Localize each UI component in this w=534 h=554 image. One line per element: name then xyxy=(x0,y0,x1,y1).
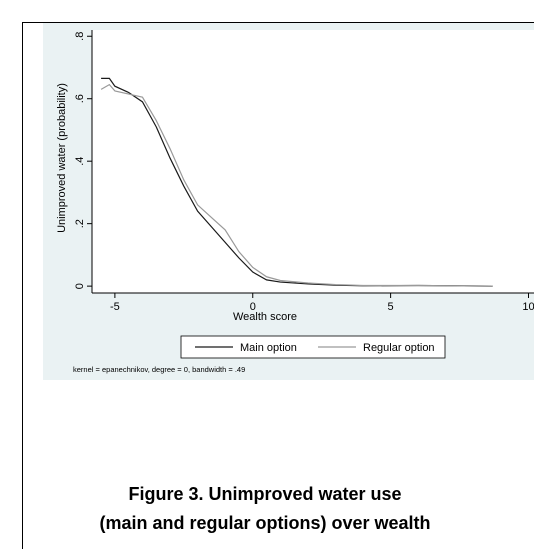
x-tick-label: 0 xyxy=(250,301,256,313)
caption: Figure 3. Unimproved water use xyxy=(128,484,401,504)
y-tick-label: .8 xyxy=(74,32,86,41)
x-tick-label: 10 xyxy=(522,301,534,313)
legend-label: Regular option xyxy=(363,342,435,354)
note: kernel = epanechnikov, degree = 0, bandw… xyxy=(73,365,245,374)
y-tick-label: 0 xyxy=(74,283,86,289)
y-tick-label: .4 xyxy=(74,157,86,166)
plot-area xyxy=(92,30,534,293)
legend-box xyxy=(180,335,446,359)
y-tick-label: .6 xyxy=(74,94,86,103)
caption: (main and regular options) over wealth xyxy=(99,513,430,533)
x-tick-label: 5 xyxy=(388,301,394,313)
x-axis-label: Wealth score xyxy=(233,311,297,323)
y-tick-label: .2 xyxy=(74,219,86,228)
series-line xyxy=(100,83,493,287)
legend-label: Main option xyxy=(240,342,297,354)
x-tick-label: -5 xyxy=(110,301,120,313)
y-axis-label: Unimproved water (probability) xyxy=(56,83,68,233)
